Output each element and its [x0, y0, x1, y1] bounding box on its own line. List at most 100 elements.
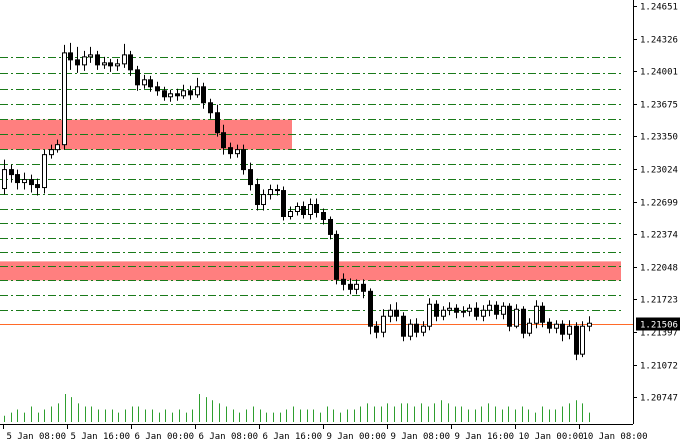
candle-body-55 — [368, 290, 373, 327]
candle-37 — [248, 162, 253, 191]
candle-79 — [527, 318, 532, 337]
candle-body-39 — [261, 194, 266, 206]
candle-67 — [447, 302, 452, 316]
candle-body-0 — [2, 169, 7, 190]
x-tick-label-7: 9 Jan 16:00 — [455, 432, 515, 442]
candle-body-66 — [441, 309, 446, 317]
candle-50 — [334, 230, 339, 285]
y-tick-label-12: 1.20747 — [640, 394, 678, 404]
candle-46 — [308, 198, 313, 220]
candle-65 — [434, 300, 439, 322]
x-tick-label-5: 9 Jan 00:00 — [327, 432, 387, 442]
candle-body-34 — [228, 147, 233, 155]
candle-body-19 — [128, 54, 133, 71]
candle-63 — [421, 321, 426, 337]
candle-40 — [268, 184, 273, 200]
candle-52 — [348, 278, 353, 295]
candle-68 — [454, 304, 459, 319]
candle-26 — [175, 88, 180, 101]
candle-body-17 — [115, 63, 120, 67]
candle-body-74 — [494, 304, 499, 315]
candle-69 — [461, 306, 466, 318]
y-tick-label-11: 1.21072 — [640, 362, 678, 372]
candle-body-33 — [221, 132, 226, 149]
x-axis-ticks: 5 Jan 08:00 5 Jan 16:00 6 Jan 00:00 6 Jan 0… — [3, 424, 648, 442]
candle-body-44 — [295, 206, 300, 213]
candle-87 — [580, 321, 585, 358]
candle-body-68 — [454, 307, 459, 313]
candle-body-75 — [501, 305, 506, 315]
y-tick-label-0: 1.24651 — [640, 3, 678, 13]
candle-84 — [560, 320, 565, 342]
candle-73 — [487, 300, 492, 317]
candle-body-4 — [29, 179, 34, 186]
candle-body-8 — [55, 144, 60, 151]
candle-10 — [68, 42, 73, 70]
candle-32 — [215, 104, 220, 137]
candle-body-85 — [567, 325, 572, 335]
candle-3 — [22, 172, 27, 190]
candle-9 — [62, 44, 67, 150]
candle-body-65 — [434, 303, 439, 317]
candle-78 — [521, 306, 526, 339]
candle-22 — [148, 75, 153, 92]
candle-body-78 — [521, 308, 526, 334]
candle-49 — [328, 216, 333, 240]
candle-75 — [501, 302, 506, 320]
candle-body-58 — [388, 309, 393, 317]
candle-27 — [181, 84, 186, 99]
y-tick-label-7: 1.22374 — [640, 231, 678, 241]
candle-body-60 — [401, 315, 406, 337]
candle-body-10 — [68, 52, 73, 61]
x-tick-label-6: 9 Jan 08:00 — [391, 432, 451, 442]
candle-39 — [261, 189, 266, 211]
candle-body-80 — [534, 305, 539, 324]
candle-54 — [361, 279, 366, 299]
candle-body-83 — [554, 323, 559, 329]
candle-15 — [102, 56, 107, 69]
candle-body-82 — [547, 321, 552, 329]
candle-body-23 — [155, 86, 160, 92]
candle-body-26 — [175, 93, 180, 97]
candle-7 — [49, 144, 54, 159]
candle-body-5 — [35, 184, 40, 189]
candle-body-43 — [288, 211, 293, 217]
candle-body-29 — [195, 86, 200, 96]
x-tick-label-0: 5 Jan 08:00 — [7, 432, 67, 442]
candle-body-37 — [248, 169, 253, 186]
candle-85 — [567, 320, 572, 340]
candle-body-21 — [142, 79, 147, 86]
candle-16 — [108, 58, 113, 72]
candle-body-40 — [268, 189, 273, 196]
candle-body-49 — [328, 218, 333, 235]
candle-body-1 — [9, 169, 14, 176]
candle-77 — [514, 304, 519, 329]
candle-body-42 — [281, 190, 286, 217]
candle-body-88 — [587, 322, 592, 327]
candle-62 — [414, 318, 419, 338]
candle-59 — [394, 302, 399, 322]
candle-body-69 — [461, 310, 466, 313]
candle-48 — [321, 208, 326, 225]
candle-28 — [188, 85, 193, 100]
candle-2 — [15, 169, 20, 190]
candle-body-62 — [414, 323, 419, 333]
candle-body-7 — [49, 149, 54, 156]
candle-body-64 — [427, 303, 432, 327]
candle-body-13 — [88, 54, 93, 58]
y-tick-label-2: 1.24001 — [640, 68, 678, 78]
candle-1 — [9, 164, 14, 183]
candle-body-52 — [348, 283, 353, 290]
candle-body-3 — [22, 179, 27, 184]
candle-45 — [301, 201, 306, 219]
candle-88 — [587, 316, 592, 332]
candle-body-27 — [181, 90, 186, 97]
candle-body-35 — [235, 149, 240, 155]
candle-70 — [467, 304, 472, 317]
candle-body-81 — [540, 305, 545, 323]
candle-76 — [507, 303, 512, 332]
candle-12 — [82, 50, 87, 71]
candle-35 — [235, 144, 240, 158]
candle-body-41 — [275, 189, 280, 192]
